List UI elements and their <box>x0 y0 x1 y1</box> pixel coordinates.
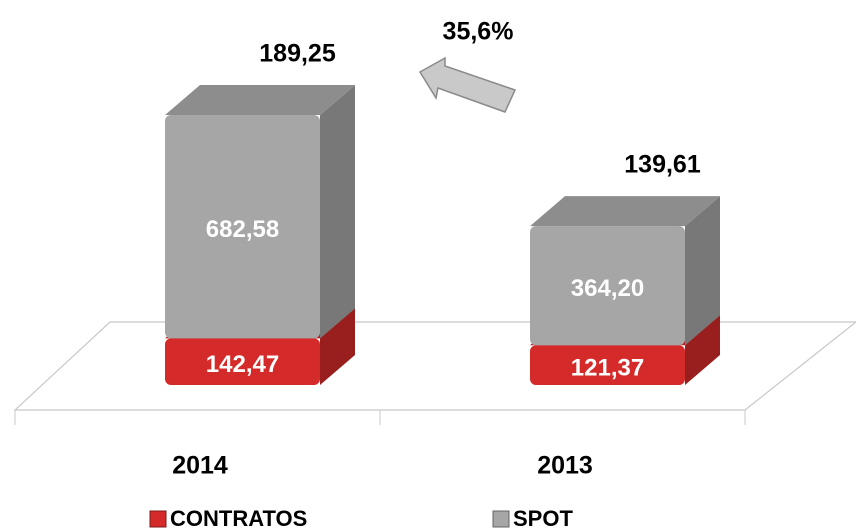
data-label: 364,20 <box>571 275 644 302</box>
legend-label: SPOT <box>513 506 573 531</box>
total-label: 189,25 <box>259 40 336 68</box>
bar-top <box>530 196 720 227</box>
total-label: 139,61 <box>624 151 701 179</box>
bar-side <box>685 196 720 346</box>
bar-side <box>320 308 355 385</box>
data-label: 142,47 <box>206 351 279 378</box>
legend-swatch <box>149 510 167 528</box>
change-label: 35,6% <box>443 18 514 46</box>
bar <box>165 115 320 339</box>
legend-label: CONTRATOS <box>170 506 307 531</box>
bar-side <box>320 85 355 339</box>
bar <box>530 226 685 346</box>
bar <box>165 338 320 385</box>
x-tick-label: 2013 <box>537 452 593 480</box>
bar <box>530 345 685 385</box>
floor <box>13 321 856 411</box>
x-tick-label: 2014 <box>172 452 228 480</box>
legend-swatch <box>492 510 510 528</box>
change-arrow <box>418 56 517 113</box>
data-label: 682,58 <box>206 216 279 243</box>
bar-top <box>165 85 355 115</box>
data-label: 121,37 <box>571 354 644 381</box>
bar-side <box>685 315 720 385</box>
